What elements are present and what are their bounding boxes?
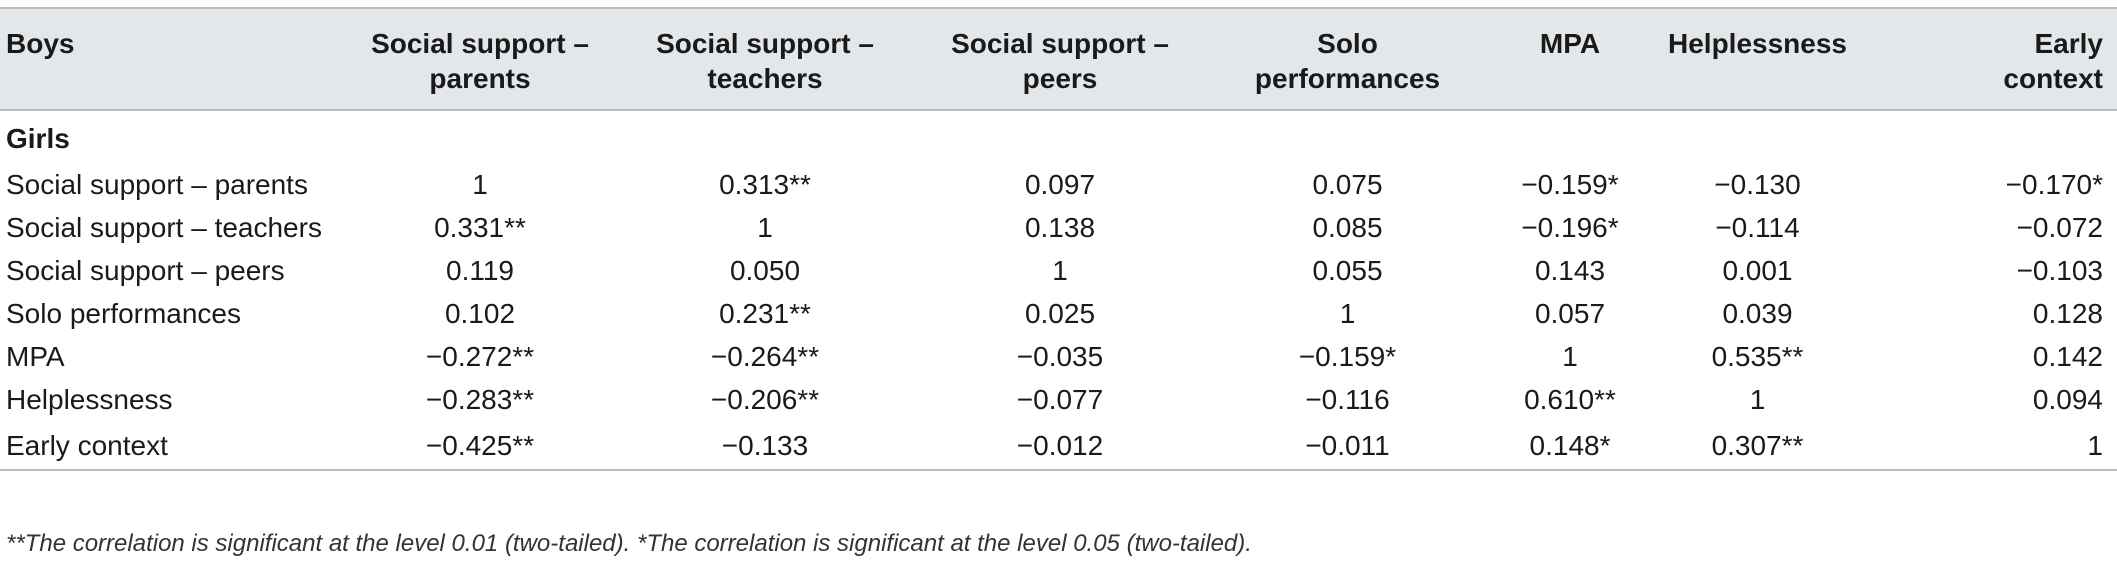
header-col-4-line-1: Solo xyxy=(1317,28,1378,59)
header-col-5-line-1: MPA xyxy=(1539,28,1601,59)
header-col-4-line-2: performances xyxy=(1254,63,1441,94)
table-cell: −0.159* xyxy=(1298,341,1397,372)
table-footnote: **The correlation is significant at the … xyxy=(6,530,1252,557)
header-col-7: Early context xyxy=(1865,7,2117,111)
header-col-7-line-1: Early xyxy=(2034,28,2104,59)
table-cell: −0.114 xyxy=(1715,212,1800,243)
row-label: Social support – teachers xyxy=(6,212,322,243)
table-cell: 0.050 xyxy=(729,255,801,286)
table-row: Early context −0.425** −0.133 −0.012 −0.011 0… xyxy=(0,421,2117,471)
header-col-6: Helplessness xyxy=(1650,7,1865,111)
table-row: Social support – peers 0.119 0.050 1 0.055 0.… xyxy=(0,249,2117,292)
subheader-label: Girls xyxy=(6,123,70,154)
row-label: Early context xyxy=(0,421,345,471)
row-label: Social support – parents xyxy=(6,169,308,200)
header-col-2-line-2: teachers xyxy=(707,63,823,94)
table-cell: −0.264** xyxy=(710,341,820,372)
table-cell: 0.057 xyxy=(1534,298,1606,329)
header-col-6-line-1: Helplessness xyxy=(1668,28,1847,59)
table-cell: 1 xyxy=(757,212,773,243)
header-corner-label: Boys xyxy=(0,7,345,111)
row-label: Solo performances xyxy=(6,298,242,329)
table-cell: 0.085 xyxy=(1312,212,1383,243)
table-cell: −0.116 xyxy=(1305,384,1390,415)
table-cell: −0.196* xyxy=(1521,212,1619,243)
table-body: Girls Social support – parents 1 0.313** 0.… xyxy=(0,110,2117,471)
row-label: Helplessness xyxy=(6,384,173,415)
table-cell: 0.143 xyxy=(1534,255,1606,286)
table-cell: 0.055 xyxy=(1312,255,1383,286)
header-col-4: Solo performances xyxy=(1205,7,1490,111)
table-cell: −0.103 xyxy=(2016,255,2103,286)
table-cell: 1 xyxy=(1749,384,1766,415)
table-cell: 0.142 xyxy=(2032,341,2103,372)
table-cell: −0.159* xyxy=(1521,169,1619,200)
table-cell: 0.331** xyxy=(434,212,526,243)
table-cell: −0.035 xyxy=(1016,341,1104,372)
table-cell: 0.148* xyxy=(1490,421,1650,471)
header-col-2-line-1: Social support – xyxy=(656,28,874,59)
table-row: MPA −0.272** −0.264** −0.035 −0.159* 1 0.535**… xyxy=(0,335,2117,378)
table-cell: −0.012 xyxy=(915,421,1205,471)
correlation-table: Boys Social support – parents Social supp… xyxy=(0,7,2117,471)
table-cell: 0.094 xyxy=(2032,384,2103,415)
header-col-3: Social support – peers xyxy=(915,7,1205,111)
table-cell: 0.138 xyxy=(1024,212,1096,243)
table-cell: −0.133 xyxy=(615,421,915,471)
header-col-3-line-2: peers xyxy=(1022,63,1098,94)
table-cell: −0.077 xyxy=(1016,384,1104,415)
table-cell: −0.011 xyxy=(1205,421,1490,471)
subheader-row: Girls xyxy=(0,110,2117,163)
header-row: Boys Social support – parents Social supp… xyxy=(0,7,2117,111)
header-col-1-line-1: Social support – xyxy=(371,28,589,59)
table-cell: 0.128 xyxy=(2032,298,2103,329)
table-row: Social support – teachers 0.331** 1 0.138 0.… xyxy=(0,206,2117,249)
table-cell: −0.283** xyxy=(425,384,535,415)
table-cell: 0.610** xyxy=(1524,384,1616,415)
header-col-3-line-1: Social support – xyxy=(951,28,1169,59)
table-cell: −0.072 xyxy=(2016,212,2103,243)
row-label: Social support – peers xyxy=(6,255,285,286)
table-row: Social support – parents 1 0.313** 0.097 0.0… xyxy=(0,163,2117,206)
table-cell: −0.425** xyxy=(345,421,615,471)
table-cell: 0.535** xyxy=(1711,341,1804,372)
table-cell: −0.130 xyxy=(1714,169,1801,200)
table-cell: −0.170* xyxy=(2005,169,2103,200)
table-cell: 0.231** xyxy=(719,298,811,329)
table-cell: 1 xyxy=(1052,255,1068,286)
table-cell: 0.102 xyxy=(444,298,516,329)
header-col-2: Social support – teachers xyxy=(615,7,915,111)
table-cell: 0.025 xyxy=(1024,298,1096,329)
table-cell: 0.097 xyxy=(1024,169,1096,200)
table-cell: 0.119 xyxy=(446,255,514,286)
header-col-1: Social support – parents xyxy=(345,7,615,111)
table-cell: −0.206** xyxy=(710,384,820,415)
table-cell: 1 xyxy=(1339,298,1356,329)
header-col-5: MPA xyxy=(1490,7,1650,111)
header-col-7-line-2: context xyxy=(2003,63,2103,94)
table-cell: 0.001 xyxy=(1722,255,1793,286)
header-col-1-line-2: parents xyxy=(429,63,531,94)
table-cell: −0.272** xyxy=(425,341,535,372)
table-cell: 0.307** xyxy=(1650,421,1865,471)
table-cell: 1 xyxy=(1865,421,2117,471)
row-label: MPA xyxy=(6,341,65,372)
table-cell: 1 xyxy=(1562,341,1578,372)
table-cell: 1 xyxy=(472,169,488,200)
table-row: Solo performances 0.102 0.231** 0.025 1 0.057… xyxy=(0,292,2117,335)
table-row: Helplessness −0.283** −0.206** −0.077 −0.116… xyxy=(0,378,2117,421)
table-cell: 0.313** xyxy=(719,169,811,200)
table-cell: 0.075 xyxy=(1312,169,1383,200)
table-cell: 0.039 xyxy=(1722,298,1793,329)
